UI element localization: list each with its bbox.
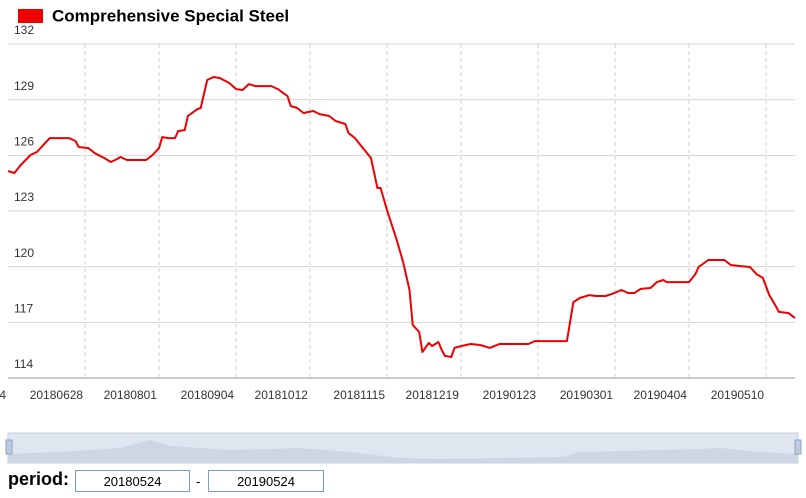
x-tick-label: 20180524 (0, 388, 6, 402)
zoom-slider[interactable] (0, 430, 806, 470)
x-tick-label: 20180904 (181, 388, 235, 402)
x-tick-label: 20181115 (333, 388, 385, 402)
start-date-input[interactable]: 20180524 (75, 470, 190, 492)
y-tick-label: 129 (14, 79, 34, 93)
period-separator: - (196, 474, 201, 489)
legend-swatch (18, 9, 43, 23)
x-tick-label: 20181012 (255, 388, 309, 402)
y-tick-label: 123 (14, 190, 34, 204)
y-tick-label: 114 (14, 357, 33, 371)
series-line (7, 76, 796, 358)
slider-area (8, 440, 798, 463)
legend-label: Comprehensive Special Steel (52, 6, 289, 25)
y-tick-label: 132 (14, 23, 34, 37)
x-tick-label: 20181219 (406, 388, 460, 402)
y-tick-label: 117 (14, 302, 33, 316)
slider-handle[interactable] (794, 439, 802, 455)
y-tick-label: 120 (14, 246, 34, 260)
x-tick-label: 20190123 (483, 388, 537, 402)
x-tick-label: 20190510 (711, 388, 765, 402)
x-tick-label: 20190404 (634, 388, 688, 402)
x-tick-label: 20190301 (560, 388, 614, 402)
y-tick-label: 126 (14, 135, 34, 149)
x-tick-label: 20180801 (104, 388, 158, 402)
chart: Comprehensive Special Steel 114 117 120 123… (0, 6, 796, 402)
end-date-input[interactable]: 20190524 (208, 470, 324, 492)
period-label: period: (8, 469, 69, 489)
slider-handle[interactable] (5, 439, 13, 455)
x-tick-label: 20180628 (30, 388, 84, 402)
